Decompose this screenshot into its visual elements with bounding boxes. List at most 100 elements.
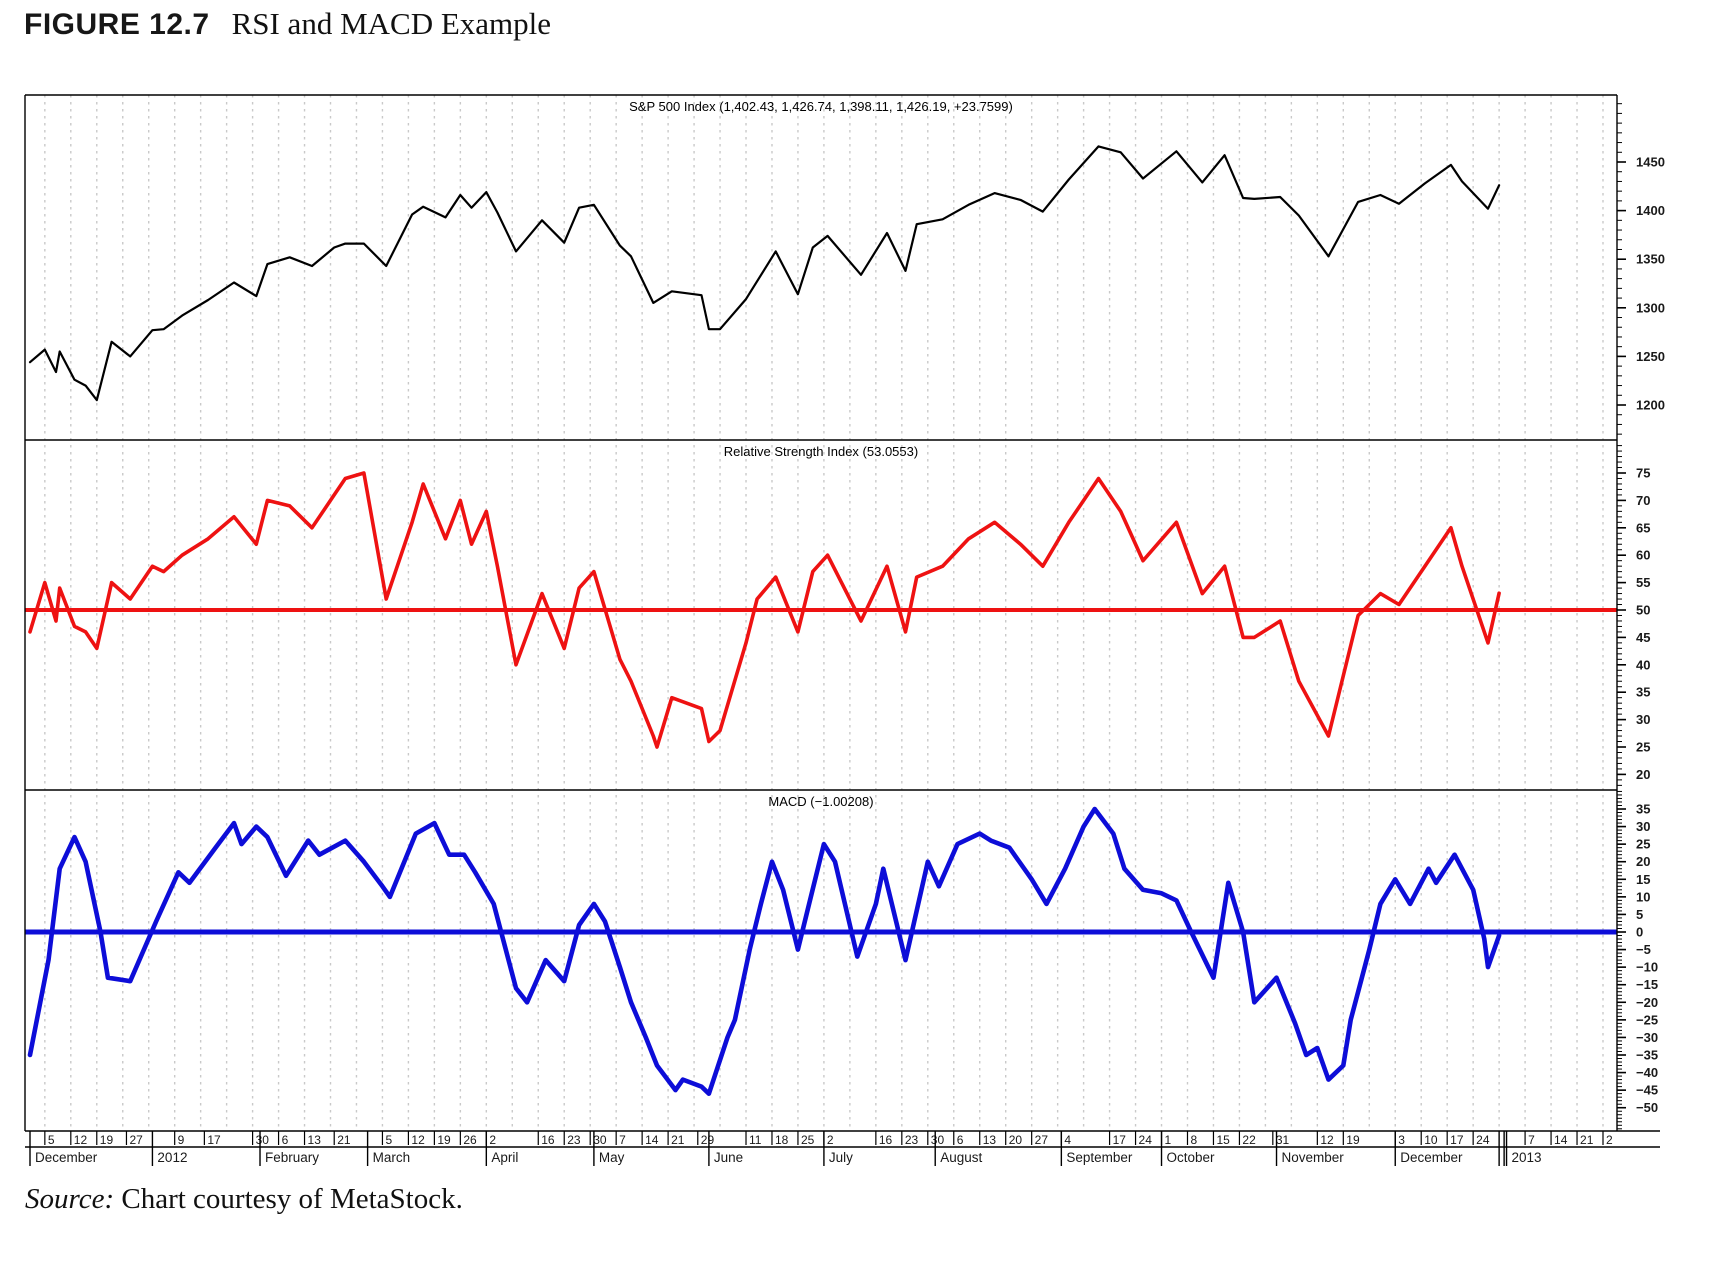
week-tick-label: 2 <box>489 1133 496 1147</box>
week-tick-label: 13 <box>308 1133 322 1147</box>
macd-y-label: −10 <box>1636 960 1658 975</box>
week-tick-label: 27 <box>1035 1133 1049 1147</box>
price-y-label: 1200 <box>1636 398 1665 413</box>
macd-y-label: 0 <box>1636 925 1643 940</box>
week-tick-label: 7 <box>1528 1133 1535 1147</box>
month-label: May <box>599 1150 625 1165</box>
macd-y-label: 30 <box>1636 819 1650 834</box>
week-tick-label: 15 <box>1216 1133 1230 1147</box>
price-panel-title: S&P 500 Index (1,402.43, 1,426.74, 1,398… <box>629 99 1013 114</box>
month-label: March <box>373 1150 411 1165</box>
week-tick-label: 4 <box>1064 1133 1071 1147</box>
week-tick-label: 2 <box>827 1133 834 1147</box>
week-tick-label: 12 <box>1320 1133 1334 1147</box>
price-y-label: 1450 <box>1636 155 1665 170</box>
week-tick-label: 25 <box>801 1133 815 1147</box>
week-tick-label: 17 <box>1450 1133 1464 1147</box>
week-tick-label: 8 <box>1190 1133 1197 1147</box>
week-tick-label: 21 <box>671 1133 685 1147</box>
week-tick-label: 20 <box>1009 1133 1023 1147</box>
week-tick-label: 13 <box>983 1133 997 1147</box>
month-label: April <box>491 1150 518 1165</box>
month-label: December <box>1400 1150 1463 1165</box>
month-label: 2013 <box>1512 1150 1542 1165</box>
week-tick-label: 24 <box>1139 1133 1153 1147</box>
week-tick-label: 23 <box>567 1133 581 1147</box>
month-label: February <box>265 1150 319 1165</box>
week-tick-label: 3 <box>1398 1133 1405 1147</box>
macd-y-label: 10 <box>1636 889 1650 904</box>
week-tick-label: 6 <box>957 1133 964 1147</box>
week-tick-label: 19 <box>437 1133 451 1147</box>
week-tick-label: 14 <box>645 1133 659 1147</box>
macd-panel-title: MACD (−1.00208) <box>768 794 874 809</box>
macd-y-label: 35 <box>1636 802 1650 817</box>
macd-y-label: −30 <box>1636 1030 1658 1045</box>
macd-y-label: 20 <box>1636 854 1650 869</box>
macd-y-label: 25 <box>1636 837 1650 852</box>
week-tick-label: 12 <box>411 1133 425 1147</box>
rsi-y-label: 40 <box>1636 657 1650 672</box>
price-y-label: 1250 <box>1636 349 1665 364</box>
rsi-y-label: 60 <box>1636 548 1650 563</box>
week-tick-label: 1 <box>1165 1133 1172 1147</box>
week-tick-label: 6 <box>282 1133 289 1147</box>
week-tick-label: 11 <box>749 1133 762 1147</box>
week-tick-label: 30 <box>931 1133 945 1147</box>
rsi-y-label: 65 <box>1636 520 1650 535</box>
week-tick-label: 5 <box>385 1133 392 1147</box>
price-y-label: 1400 <box>1636 203 1665 218</box>
month-label: November <box>1282 1150 1345 1165</box>
week-tick-label: 23 <box>905 1133 919 1147</box>
price-y-label: 1300 <box>1636 300 1665 315</box>
figure-caption: FIGURE 12.7 RSI and MACD Example <box>24 6 551 42</box>
week-tick-label: 17 <box>207 1133 221 1147</box>
macd-y-label: −15 <box>1636 977 1658 992</box>
month-label: August <box>940 1150 982 1165</box>
rsi-y-label: 20 <box>1636 767 1650 782</box>
week-tick-label: 16 <box>879 1133 893 1147</box>
week-tick-label: 9 <box>178 1133 185 1147</box>
macd-y-label: −45 <box>1636 1083 1658 1098</box>
week-tick-label: 27 <box>129 1133 143 1147</box>
month-label: October <box>1167 1150 1216 1165</box>
source-text: Chart courtesy of MetaStock. <box>114 1183 463 1215</box>
week-tick-label: 24 <box>1476 1133 1490 1147</box>
rsi-y-label: 45 <box>1636 630 1650 645</box>
macd-y-label: −25 <box>1636 1012 1658 1027</box>
rsi-panel-title: Relative Strength Index (53.0553) <box>723 444 919 459</box>
rsi-y-label: 75 <box>1636 466 1650 481</box>
week-tick-label: 2 <box>1606 1133 1613 1147</box>
rsi-y-label: 30 <box>1636 712 1650 727</box>
week-tick-label: 21 <box>337 1133 351 1147</box>
week-tick-label: 19 <box>100 1133 114 1147</box>
rsi-y-label: 70 <box>1636 493 1650 508</box>
rsi-y-label: 55 <box>1636 575 1650 590</box>
week-tick-label: 31 <box>1276 1133 1290 1147</box>
week-tick-label: 21 <box>1580 1133 1594 1147</box>
week-tick-label: 14 <box>1554 1133 1568 1147</box>
week-tick-label: 29 <box>701 1133 715 1147</box>
week-tick-label: 30 <box>593 1133 607 1147</box>
week-tick-label: 10 <box>1424 1133 1438 1147</box>
rsi-y-label: 35 <box>1636 685 1650 700</box>
week-tick-label: 30 <box>256 1133 270 1147</box>
source-prefix: Source: <box>25 1183 115 1215</box>
week-tick-label: 22 <box>1242 1133 1256 1147</box>
month-label: June <box>714 1150 743 1165</box>
week-tick-label: 7 <box>619 1133 626 1147</box>
week-tick-label: 19 <box>1346 1133 1360 1147</box>
macd-series-line <box>27 806 1502 1096</box>
price-series-line <box>28 145 1501 402</box>
rsi-y-label: 50 <box>1636 603 1650 618</box>
week-tick-label: 12 <box>74 1133 88 1147</box>
source-line: Source: Chart courtesy of MetaStock. <box>25 1183 463 1216</box>
price-y-label: 1350 <box>1636 252 1665 267</box>
macd-y-label: −40 <box>1636 1065 1658 1080</box>
week-tick-label: 17 <box>1113 1133 1127 1147</box>
macd-y-label: −20 <box>1636 995 1658 1010</box>
month-label: December <box>35 1150 98 1165</box>
rsi-series-line <box>28 471 1501 749</box>
rsi-y-label: 25 <box>1636 740 1650 755</box>
